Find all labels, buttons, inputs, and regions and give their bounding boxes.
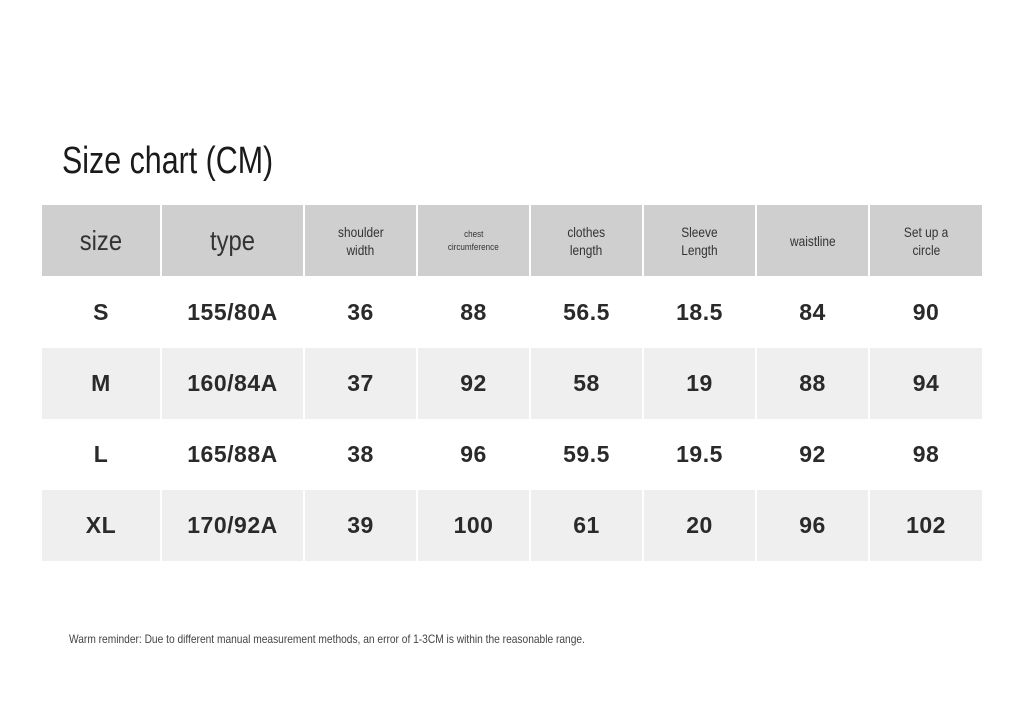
table-cell: 155/80A: [162, 277, 303, 348]
table-cell: 56.5: [531, 277, 642, 348]
header-text: length: [570, 241, 603, 258]
table-cell: 90: [870, 277, 982, 348]
table-cell: L: [42, 419, 160, 490]
cell-value: 18.5: [676, 299, 723, 325]
table-cell: 88: [418, 277, 529, 348]
table-cell: 37: [305, 348, 416, 419]
title: Size chart (CM): [62, 140, 274, 182]
table-row: S 155/80A 36 88 56.5 18.5 84 90: [42, 277, 982, 348]
cell-value: 58: [573, 370, 600, 396]
table-cell: 84: [757, 277, 868, 348]
cell-value: 38: [347, 441, 374, 467]
table-row: XL 170/92A 39 100 61 20 96 102: [42, 490, 982, 561]
cell-value: 170/92A: [187, 512, 278, 538]
table-cell: S: [42, 277, 160, 348]
cell-value: 160/84A: [187, 370, 278, 396]
header-cell: clothes length: [531, 205, 642, 276]
header-text: Set up a: [903, 223, 949, 240]
cell-value: 96: [460, 441, 487, 467]
header-text: width: [346, 241, 375, 258]
table-cell: 36: [305, 277, 416, 348]
table-cell: 59.5: [531, 419, 642, 490]
table-cell: 98: [870, 419, 982, 490]
cell-value: 92: [460, 370, 487, 396]
cell-value: 88: [799, 370, 826, 396]
cell-value: 100: [453, 512, 494, 538]
table-cell: 160/84A: [162, 348, 303, 419]
header-text: clothes: [567, 223, 606, 240]
header-text: size: [79, 224, 123, 256]
cell-value: 88: [460, 299, 487, 325]
cell-value: M: [91, 370, 111, 396]
table-cell: 92: [757, 419, 868, 490]
header-text: waistline: [789, 232, 836, 249]
cell-value: 96: [799, 512, 826, 538]
header-text: Sleeve: [681, 223, 718, 240]
table-cell: 39: [305, 490, 416, 561]
table-cell: M: [42, 348, 160, 419]
table-cell: 96: [757, 490, 868, 561]
table-cell: 94: [870, 348, 982, 419]
table-cell: 19: [644, 348, 755, 419]
table-cell: 38: [305, 419, 416, 490]
cell-value: 84: [799, 299, 826, 325]
cell-value: 102: [906, 512, 946, 538]
header-text: circle: [912, 241, 940, 258]
cell-value: XL: [85, 512, 117, 538]
cell-value: 61: [573, 512, 600, 538]
cell-value: 90: [912, 299, 940, 325]
table-cell: 61: [531, 490, 642, 561]
cell-value: 20: [686, 512, 713, 538]
header-text: type: [210, 224, 255, 256]
table-cell: XL: [42, 490, 160, 561]
header-text: circumference: [448, 241, 499, 252]
table-cell: 20: [644, 490, 755, 561]
cell-value: 59.5: [563, 441, 610, 467]
cell-value: 98: [912, 441, 940, 467]
cell-value: 36: [347, 299, 374, 325]
table-cell: 100: [418, 490, 529, 561]
cell-value: 19: [686, 370, 713, 396]
cell-value: 37: [347, 370, 374, 396]
header-cell: size: [42, 205, 160, 276]
header-text: Length: [681, 241, 718, 258]
cell-value: 94: [912, 370, 940, 396]
cell-value: 19.5: [676, 441, 723, 467]
table-cell: 58: [531, 348, 642, 419]
table-cell: 170/92A: [162, 490, 303, 561]
cell-value: 39: [347, 512, 374, 538]
header-text: shoulder: [337, 223, 384, 240]
header-cell: chest circumference: [418, 205, 529, 276]
table-cell: 19.5: [644, 419, 755, 490]
header-row: size type shoulder width chest circumference c…: [42, 205, 982, 276]
header-text: chest: [463, 228, 484, 239]
header-cell: Set up a circle: [870, 205, 982, 276]
cell-value: 165/88A: [187, 441, 278, 467]
table-cell: 88: [757, 348, 868, 419]
table-cell: 96: [418, 419, 529, 490]
header-cell: Sleeve Length: [644, 205, 755, 276]
cell-value: S: [93, 299, 109, 325]
size-table: size type shoulder width chest circumference c…: [42, 205, 982, 561]
header-cell: shoulder width: [305, 205, 416, 276]
cell-value: L: [93, 441, 109, 467]
table-cell: 165/88A: [162, 419, 303, 490]
table-cell: 18.5: [644, 277, 755, 348]
cell-value: 92: [799, 441, 826, 467]
table-row: M 160/84A 37 92 58 19 88 94: [42, 348, 982, 419]
table-row: L 165/88A 38 96 59.5 19.5 92 98: [42, 419, 982, 490]
cell-value: 155/80A: [187, 299, 278, 325]
table-cell: 92: [418, 348, 529, 419]
header-cell: type: [162, 205, 303, 276]
table-cell: 102: [870, 490, 982, 561]
header-cell: waistline: [757, 205, 868, 276]
note: Warm reminder: Due to different manual m…: [69, 632, 585, 646]
cell-value: 56.5: [563, 299, 610, 325]
